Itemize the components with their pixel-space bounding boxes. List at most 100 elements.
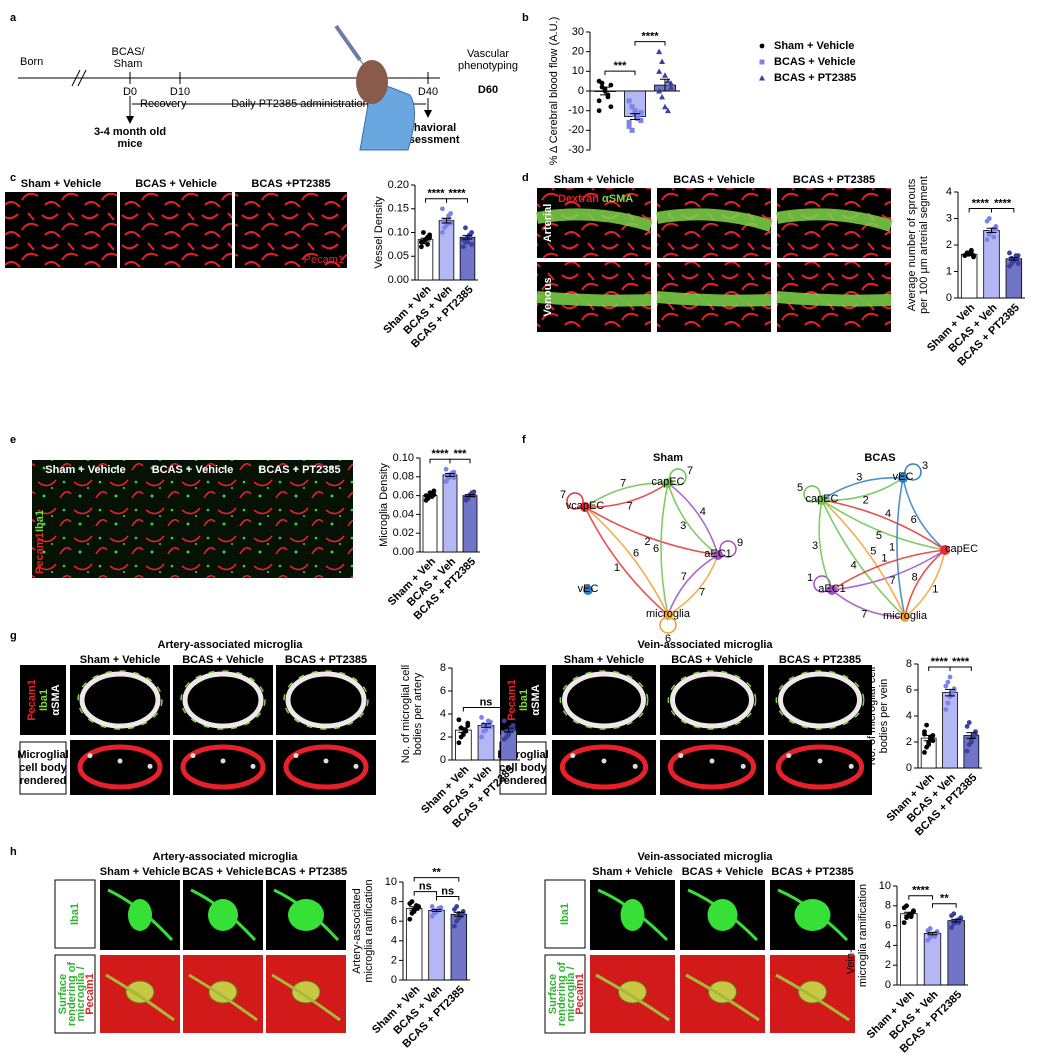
label: Iba1 (518, 689, 530, 711)
network-node (940, 545, 950, 555)
network-title: Sham (653, 452, 683, 464)
column-title: BCAS + PT2385 (779, 654, 861, 666)
error-bar (1008, 256, 1019, 261)
y-tick-label: 8 (906, 658, 912, 670)
micrograph (5, 192, 117, 268)
y-tick-label: 4 (885, 939, 891, 951)
cell-body (250, 763, 256, 769)
vessel-wall (536, 291, 652, 307)
significance-bracket (634, 41, 666, 46)
y-tick-label: 0.00 (393, 546, 414, 558)
data-point (901, 920, 907, 926)
data-point (431, 488, 437, 494)
vessel-ring (777, 671, 863, 729)
error-bar (458, 727, 469, 733)
vessel-ring (180, 670, 266, 730)
error-bar (923, 735, 934, 742)
y-axis-label: bodies per artery (412, 672, 424, 755)
error-bar (986, 227, 997, 234)
label: D40 (418, 86, 438, 98)
label-box (544, 879, 586, 949)
cell-body (353, 763, 359, 769)
micrograph (768, 665, 872, 735)
edge-weight: 5 (876, 530, 882, 542)
y-tick-label: 0.05 (388, 250, 409, 262)
network-edge (904, 549, 946, 618)
surface-process (595, 973, 670, 1022)
data-point (510, 726, 516, 732)
data-point (463, 225, 468, 231)
data-point (446, 213, 451, 219)
network-edge (584, 482, 669, 508)
error-bar (441, 217, 452, 224)
network-edge (896, 477, 906, 618)
cell-body (220, 758, 226, 764)
arrow-head (126, 116, 134, 124)
legend-marker (759, 43, 765, 49)
data-point (943, 683, 949, 689)
cell-body (87, 753, 93, 759)
y-tick-label: 2 (440, 731, 446, 743)
y-tick-label: 4 (906, 710, 912, 722)
data-point (986, 216, 992, 221)
network-node (817, 495, 827, 505)
label: rendered (19, 775, 66, 787)
bar (462, 495, 478, 553)
data-point (971, 253, 976, 258)
y-tick-label: 2 (906, 736, 912, 748)
error-bar (445, 473, 455, 477)
significance-bracket (462, 706, 510, 712)
legend-label: BCAS + PT2385 (774, 72, 856, 84)
data-point (439, 206, 445, 212)
label: Pecam1 (304, 254, 344, 266)
edge-weight: 4 (885, 508, 891, 520)
network-edge (821, 476, 904, 501)
network-edge (821, 499, 906, 618)
data-point (443, 466, 449, 472)
label: Iba1 (559, 903, 571, 925)
edge-weight: 3 (922, 460, 928, 472)
panel-letter: b (522, 12, 529, 24)
data-point (465, 496, 471, 501)
data-point (927, 926, 933, 931)
self-loop (904, 463, 922, 481)
label-box (54, 954, 96, 1034)
network-edge (667, 554, 719, 616)
vessel-ring (182, 671, 264, 729)
network-node (583, 585, 593, 595)
data-point (501, 718, 507, 724)
self-loop (719, 540, 737, 558)
y-tick-label: 6 (906, 684, 912, 696)
data-point (429, 904, 435, 909)
y-tick-label: 6 (885, 920, 891, 932)
data-point (626, 98, 632, 104)
edge-weight: 1 (614, 562, 620, 574)
label: αSMA (50, 684, 62, 715)
cell-body (147, 763, 153, 769)
data-point (632, 108, 638, 114)
vessel-ring (559, 670, 649, 730)
error-bar (453, 911, 464, 917)
network-node (713, 550, 723, 560)
data-point (635, 116, 641, 122)
data-point (1013, 253, 1019, 258)
data-point (442, 218, 447, 224)
data-point (629, 127, 635, 133)
y-axis-label: Vein-associated (845, 897, 857, 975)
panel-letter: h (10, 846, 17, 858)
label: Pecam1 (26, 679, 38, 721)
significance-bracket (932, 903, 957, 908)
data-point (596, 98, 602, 104)
node-label: vEC (893, 471, 914, 483)
y-tick-label: 4 (391, 935, 397, 947)
vessel-ring (559, 744, 649, 790)
column-title: BCAS + PT2385 (258, 464, 340, 476)
y-axis-label: microglia ramification (363, 879, 375, 982)
surface-process (271, 973, 341, 1022)
vessel-ring (669, 671, 755, 729)
column-title: Sham + Vehicle (564, 654, 644, 666)
data-point (421, 230, 426, 235)
column-title: BCAS + PT2385 (771, 866, 853, 878)
data-point (427, 234, 433, 240)
data-point (467, 234, 472, 240)
